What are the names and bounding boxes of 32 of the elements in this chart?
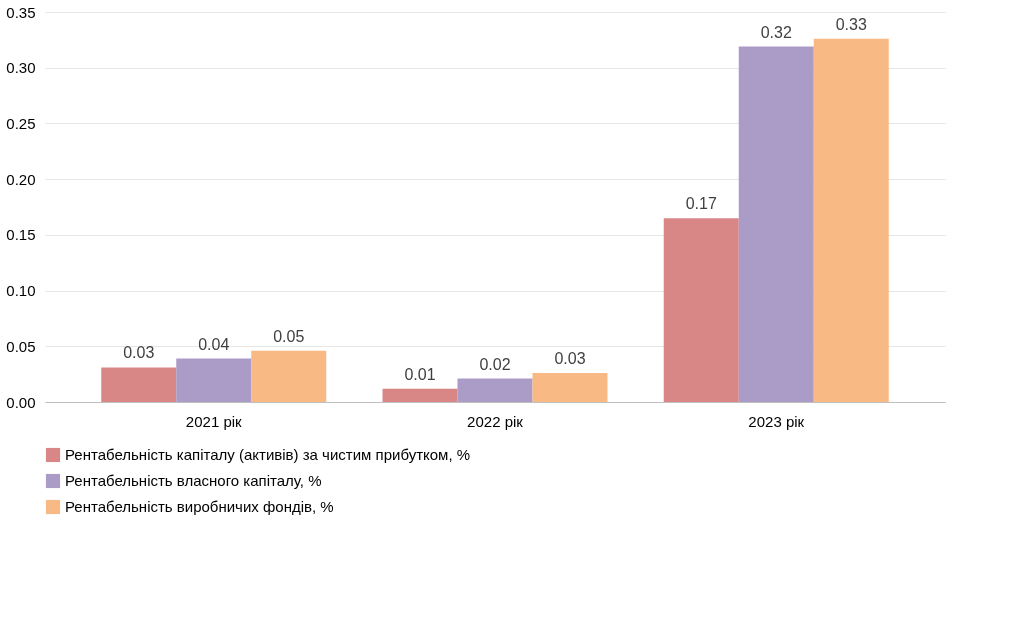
bar: [532, 373, 608, 402]
data-label: 0.32: [760, 23, 792, 41]
bar: [176, 358, 252, 402]
legend-label: Рентабельність виробничих фондів, %: [65, 498, 334, 515]
y-tick-label: 0.20: [6, 170, 36, 188]
legend-label: Рентабельність капіталу (активів) за чистим прибутком, %: [65, 446, 471, 463]
data-label: 0.05: [273, 327, 305, 345]
y-tick-label: 0.25: [6, 114, 36, 132]
y-tick-label: 0.15: [6, 226, 36, 244]
data-label: 0.17: [685, 195, 717, 213]
x-tick-label: 2021 рік: [185, 412, 243, 430]
data-label: 0.04: [198, 335, 230, 353]
y-tick-label: 0.00: [6, 393, 36, 411]
data-label: 0.02: [479, 355, 511, 373]
x-tick-label: 2023 рік: [748, 412, 805, 430]
data-label: 0.03: [554, 350, 586, 368]
y-tick-label: 0.10: [6, 282, 36, 300]
x-tick-label: 2022 рік: [467, 412, 524, 430]
y-tick-label: 0.05: [6, 337, 36, 355]
bar: [813, 38, 889, 402]
bar: [457, 378, 533, 402]
bar: [382, 388, 458, 402]
y-tick-label: 0.30: [6, 59, 36, 77]
bar: [663, 218, 739, 402]
bar: [738, 46, 814, 402]
bar: [101, 367, 177, 402]
y-tick-label: 0.35: [6, 3, 36, 21]
bar: [251, 350, 327, 402]
data-label: 0.01: [404, 365, 436, 383]
data-label: 0.33: [835, 15, 867, 33]
data-label: 0.03: [123, 344, 155, 362]
legend-label: Рентабельність власного капіталу, %: [65, 472, 322, 489]
